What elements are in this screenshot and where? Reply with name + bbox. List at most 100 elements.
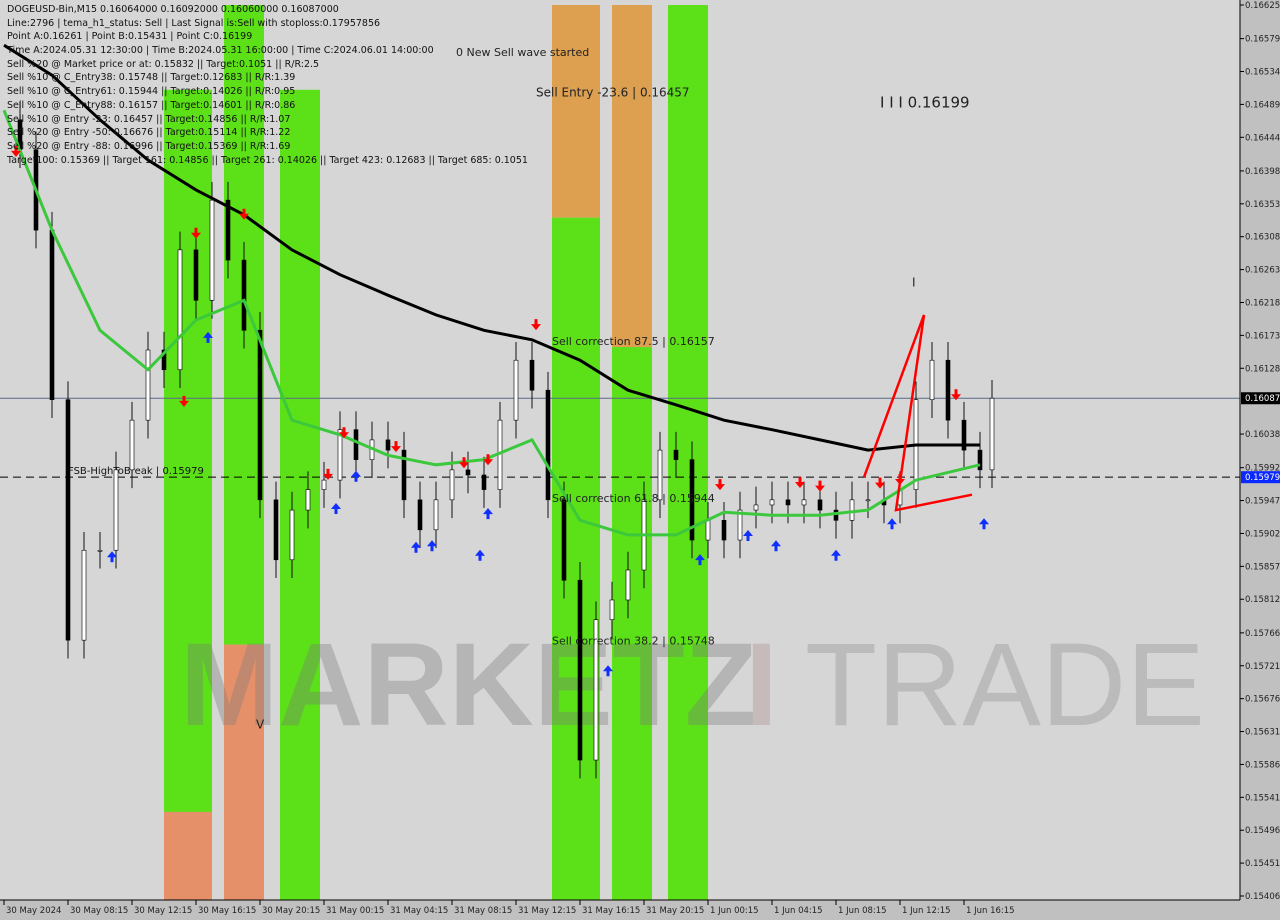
y-tick-label: 0.16579 <box>1245 35 1280 45</box>
signal-arrows <box>11 145 989 677</box>
y-tick-label: 0.16489 <box>1245 100 1280 110</box>
y-tick-label: 0.16444 <box>1245 133 1280 143</box>
candle-body <box>977 449 983 471</box>
chart-annotation: Sell Entry -23.6 | 0.16457 <box>536 85 690 99</box>
sell-arrow-icon <box>875 477 885 489</box>
candle-body <box>129 419 135 471</box>
candle-body <box>193 249 199 301</box>
info-line: Sell %20 @ Entry -50: 0.16676 || Target:… <box>7 127 291 139</box>
y-tick-label: 0.15812 <box>1245 595 1280 605</box>
sell-arrow-icon <box>895 474 905 486</box>
sell-arrow-icon <box>339 427 349 439</box>
info-line: Time A:2024.05.31 12:30:00 | Time B:2024… <box>7 45 434 57</box>
sell-arrow-icon <box>951 389 961 401</box>
sell-arrow-icon <box>531 319 541 331</box>
band-lower <box>224 644 264 900</box>
indicator-info-panel: DOGEUSD-Bin,M15 0.16064000 0.16092000 0.… <box>7 3 528 167</box>
y-tick-label: 0.15947 <box>1245 497 1280 507</box>
candle-body <box>817 499 823 511</box>
y-tick-label: 0.16263 <box>1245 266 1280 276</box>
buy-arrow-icon <box>771 540 781 552</box>
candle-body <box>989 397 995 471</box>
candle-body <box>113 469 119 551</box>
candle-body <box>209 199 215 301</box>
band-upper <box>612 5 652 348</box>
x-tick-label: 1 Jun 04:15 <box>774 906 823 916</box>
x-tick-label: 31 May 12:15 <box>518 906 576 916</box>
candle-body <box>449 469 455 501</box>
info-line: Sell %20 @ Entry -88: 0.16996 || Target:… <box>7 140 291 152</box>
buy-arrow-icon <box>411 541 421 553</box>
chart-annotation: Sell correction 61.8 | 0.15944 <box>552 492 715 505</box>
band-lower <box>280 896 320 900</box>
candle-body <box>65 399 71 641</box>
candle-body <box>673 449 679 460</box>
candle-body <box>321 479 327 490</box>
info-line: Sell %10 @ Entry -23: 0.16457 || Target:… <box>7 113 291 125</box>
candle-body <box>145 349 151 421</box>
y-tick-label: 0.16398 <box>1245 167 1280 177</box>
candle-body <box>945 359 951 421</box>
buy-arrow-icon <box>695 554 705 566</box>
candle-body <box>961 419 967 451</box>
buy-arrow-icon <box>107 551 117 563</box>
x-tick-labels: 30 May 2024 30 May 08:15 30 May 12:15 30 Ma… <box>3 900 1015 916</box>
candle-body <box>353 429 359 460</box>
candle-body <box>241 259 247 331</box>
buy-arrow-icon <box>831 549 841 561</box>
candle-body <box>657 449 663 501</box>
price-levels: FSB-HighToBreak | 0.15979 <box>0 397 1240 478</box>
band-upper <box>280 89 320 896</box>
candle-body <box>305 489 311 511</box>
candle-body <box>833 509 839 521</box>
x-tick-label: 30 May 16:15 <box>198 906 256 916</box>
info-line: Point A:0.16261 | Point B:0.15431 | Poin… <box>7 31 253 43</box>
buy-arrow-icon <box>427 540 437 552</box>
sell-arrow-icon <box>323 468 333 480</box>
candle-body <box>769 499 775 506</box>
candle-body <box>417 499 423 531</box>
x-tick-label: 31 May 00:15 <box>326 906 384 916</box>
y-tick-label: 0.15902 <box>1245 529 1280 539</box>
watermark-part1: MARKETZ <box>180 619 757 751</box>
signal-bands <box>164 5 708 900</box>
sell-arrow-icon <box>11 145 21 157</box>
watermark-part2: I <box>745 619 778 751</box>
band-lower <box>668 896 708 900</box>
candle-body <box>177 249 183 371</box>
y-tick-label: 0.16173 <box>1245 331 1280 341</box>
info-line: Sell %10 @ C_Entry61: 0.15944 || Target:… <box>7 86 296 98</box>
x-tick-label: 30 May 12:15 <box>134 906 192 916</box>
candle-body <box>225 199 231 261</box>
band-upper <box>552 5 600 218</box>
candle-body <box>593 619 599 761</box>
y-tick-label: 0.15992 <box>1245 464 1280 474</box>
candle-body <box>97 549 103 552</box>
y-tick-label: 0.16534 <box>1245 68 1280 78</box>
candle-body <box>625 569 631 601</box>
sell-arrow-icon <box>483 454 493 466</box>
band-lower <box>552 217 600 900</box>
x-tick-label: 1 Jun 00:15 <box>710 906 759 916</box>
band-lower <box>164 811 212 900</box>
x-tick-label: 31 May 20:15 <box>646 906 704 916</box>
info-line: Sell %20 @ Market price or at: 0.15832 |… <box>7 58 320 70</box>
chart-annotation: Sell correction 87.5 | 0.16157 <box>552 335 715 348</box>
sell-arrow-icon <box>179 395 189 407</box>
buy-arrow-icon <box>351 470 361 482</box>
annotations: 0 New Sell wave started Sell Entry -23.6 … <box>256 46 970 731</box>
x-tick-label: 30 May 20:15 <box>262 906 320 916</box>
chart-annotation: V <box>256 718 265 732</box>
wave-line <box>862 314 973 512</box>
sell-arrow-icon <box>795 476 805 488</box>
buy-arrow-icon <box>483 508 493 520</box>
current-price-tag-bg <box>1241 392 1280 405</box>
candle-body <box>561 499 567 581</box>
y-tick-label: 0.15857 <box>1245 562 1280 572</box>
candle-body <box>689 459 695 541</box>
y-tick-label: 0.15451 <box>1245 859 1280 869</box>
time-axis <box>0 900 1240 920</box>
info-line: Sell %10 @ C_Entry38: 0.15748 || Target:… <box>7 72 296 84</box>
y-tick-label: 0.15766 <box>1245 629 1280 639</box>
